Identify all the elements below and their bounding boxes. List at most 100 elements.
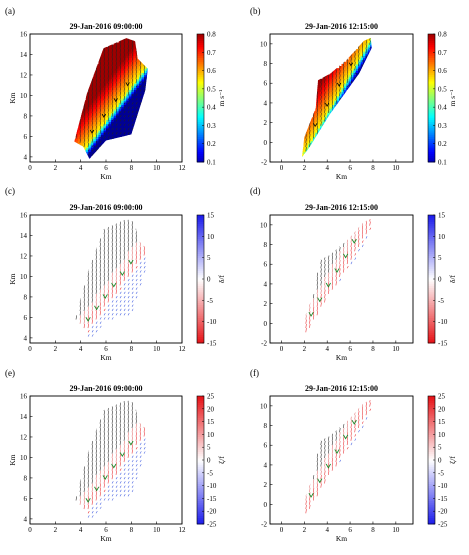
colorbar-segment bbox=[197, 66, 204, 69]
colorbar-segment bbox=[428, 44, 435, 48]
vector-arrow bbox=[91, 289, 93, 294]
colorbar-segment bbox=[197, 80, 204, 84]
speed-cell bbox=[83, 138, 87, 142]
vector-arrow bbox=[111, 234, 113, 239]
speed-cell bbox=[136, 110, 140, 114]
vector-arrow bbox=[320, 281, 322, 286]
vector-arrow bbox=[107, 415, 109, 420]
vector-arrow bbox=[99, 100, 101, 105]
colorbar-segment bbox=[197, 404, 204, 408]
colorbar-tick-label: 0 bbox=[438, 276, 442, 284]
x-tick-label: 2 bbox=[303, 164, 307, 172]
vector-arrow bbox=[119, 229, 121, 235]
speed-cell bbox=[341, 63, 345, 67]
speed-cell bbox=[128, 130, 132, 133]
speed-cell bbox=[111, 46, 115, 50]
colorbar-segment bbox=[428, 323, 435, 327]
speed-cell bbox=[100, 140, 105, 144]
speed-cell bbox=[315, 119, 319, 123]
speed-cell bbox=[98, 87, 102, 91]
colorbar-segment bbox=[428, 477, 435, 480]
vector-arrow bbox=[320, 457, 322, 463]
colorbar-segment bbox=[428, 104, 435, 108]
speed-cell bbox=[116, 123, 120, 127]
vector-arrow bbox=[95, 87, 97, 92]
speed-cell bbox=[95, 95, 99, 99]
vector-arrow bbox=[83, 121, 85, 126]
speed-cell bbox=[113, 72, 117, 76]
vector-arrow bbox=[111, 308, 114, 312]
vector-arrow bbox=[131, 247, 133, 252]
speed-cell bbox=[113, 59, 117, 63]
speed-cell bbox=[331, 104, 335, 108]
colorbar-tick-label: 0.8 bbox=[207, 31, 216, 39]
vector-arrow bbox=[343, 436, 345, 441]
vector-arrow bbox=[346, 436, 349, 441]
vector-arrow bbox=[346, 440, 349, 446]
vector-arrow bbox=[135, 259, 137, 265]
vector-arrow bbox=[119, 100, 121, 105]
vector-arrow bbox=[107, 95, 109, 101]
colorbar-segment bbox=[428, 117, 435, 120]
vector-arrow bbox=[131, 468, 134, 471]
vector-arrow bbox=[127, 406, 129, 411]
speed-cell bbox=[320, 119, 324, 123]
colorbar-segment bbox=[197, 36, 204, 39]
speed-cell bbox=[365, 51, 369, 54]
speed-cell bbox=[346, 76, 350, 80]
vector-arrow bbox=[350, 423, 352, 429]
colorbar-segment bbox=[197, 306, 204, 310]
speed-cell bbox=[136, 104, 140, 108]
vector-arrow bbox=[103, 255, 105, 260]
vector-arrow bbox=[127, 238, 129, 243]
speed-cell bbox=[131, 87, 135, 91]
speed-cell bbox=[93, 98, 97, 101]
colorbar-segment bbox=[428, 302, 435, 306]
vector-arrow bbox=[324, 112, 326, 118]
speed-cell bbox=[133, 108, 137, 112]
vector-arrow bbox=[103, 312, 106, 316]
vector-arrow bbox=[107, 229, 109, 235]
speed-cell bbox=[100, 136, 105, 140]
speed-cell bbox=[123, 55, 127, 59]
vector-arrow bbox=[95, 298, 97, 303]
speed-cell bbox=[121, 112, 125, 116]
speed-cell bbox=[131, 89, 135, 93]
vector-arrow bbox=[316, 479, 318, 484]
vector-arrow bbox=[328, 453, 330, 458]
speed-cell bbox=[123, 48, 127, 52]
colorbar-segment bbox=[197, 72, 204, 76]
speed-cell bbox=[95, 115, 99, 118]
vector-arrow bbox=[99, 492, 101, 497]
colorbar-label: m s⁻¹ bbox=[217, 90, 226, 107]
vector-arrow bbox=[103, 298, 105, 303]
colorbar-segment bbox=[197, 59, 204, 63]
speed-cell bbox=[355, 55, 359, 59]
speed-cell bbox=[126, 68, 130, 71]
speed-cell bbox=[334, 91, 338, 95]
vector-arrow bbox=[111, 44, 113, 49]
colorbar-segment bbox=[428, 442, 435, 446]
speed-cell bbox=[78, 134, 82, 137]
vector-arrow bbox=[131, 238, 133, 243]
vector-arrow bbox=[107, 479, 109, 484]
vector-arrow bbox=[107, 74, 109, 79]
vector-arrow bbox=[115, 131, 118, 135]
speed-cell bbox=[113, 98, 117, 101]
vector-arrow bbox=[107, 53, 109, 58]
speed-cell bbox=[336, 91, 340, 95]
speed-cell bbox=[75, 134, 79, 137]
panel-label: (f) bbox=[250, 368, 259, 378]
speed-cell bbox=[85, 119, 89, 123]
colorbar-segment bbox=[197, 308, 204, 312]
vector-arrow bbox=[91, 104, 93, 109]
vector-arrow bbox=[320, 285, 322, 290]
speed-cell bbox=[315, 127, 319, 131]
speed-cell bbox=[131, 66, 135, 69]
vector-arrow bbox=[365, 236, 368, 239]
vector-arrow bbox=[123, 291, 126, 295]
vector-arrow bbox=[115, 449, 117, 454]
vector-arrow bbox=[358, 53, 360, 58]
vector-arrow bbox=[111, 432, 113, 437]
speed-cell bbox=[95, 108, 99, 112]
